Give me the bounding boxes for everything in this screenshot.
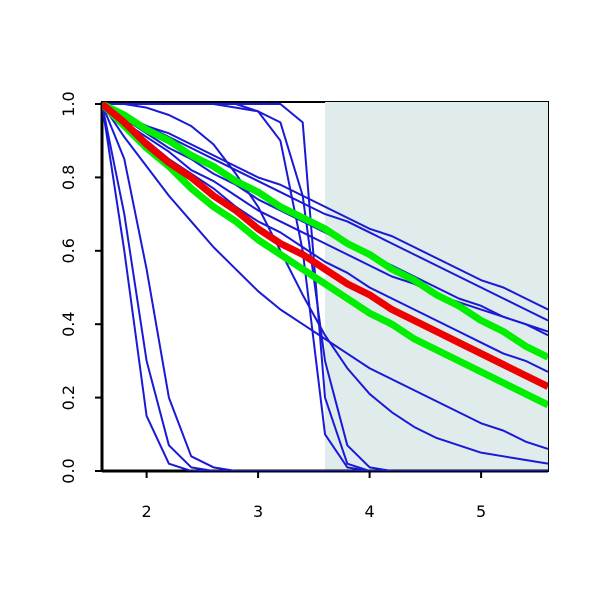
series-line <box>102 103 548 471</box>
y-tick-label: 1.0 <box>59 91 78 116</box>
series-line <box>102 103 548 311</box>
series-line <box>102 102 548 361</box>
series-line <box>102 103 548 471</box>
y-tick-label: 0.8 <box>59 165 78 190</box>
series-line <box>102 102 548 390</box>
series-line <box>102 102 548 409</box>
y-tick-label: 0.4 <box>59 311 78 336</box>
y-tick-label: 0.6 <box>59 238 78 263</box>
series-line <box>102 103 548 450</box>
series-line <box>102 103 548 333</box>
y-tick-label: 0.0 <box>59 458 78 483</box>
y-tick-label: 0.2 <box>59 385 78 410</box>
series-line <box>102 103 548 471</box>
x-tick-label: 2 <box>142 502 152 521</box>
x-tick-label: 4 <box>365 502 375 521</box>
series-line <box>102 103 548 465</box>
series-group <box>102 102 548 471</box>
series-line <box>102 103 548 471</box>
x-tick-label: 3 <box>253 502 263 521</box>
series-line <box>102 103 548 322</box>
x-tick-label: 5 <box>476 502 486 521</box>
